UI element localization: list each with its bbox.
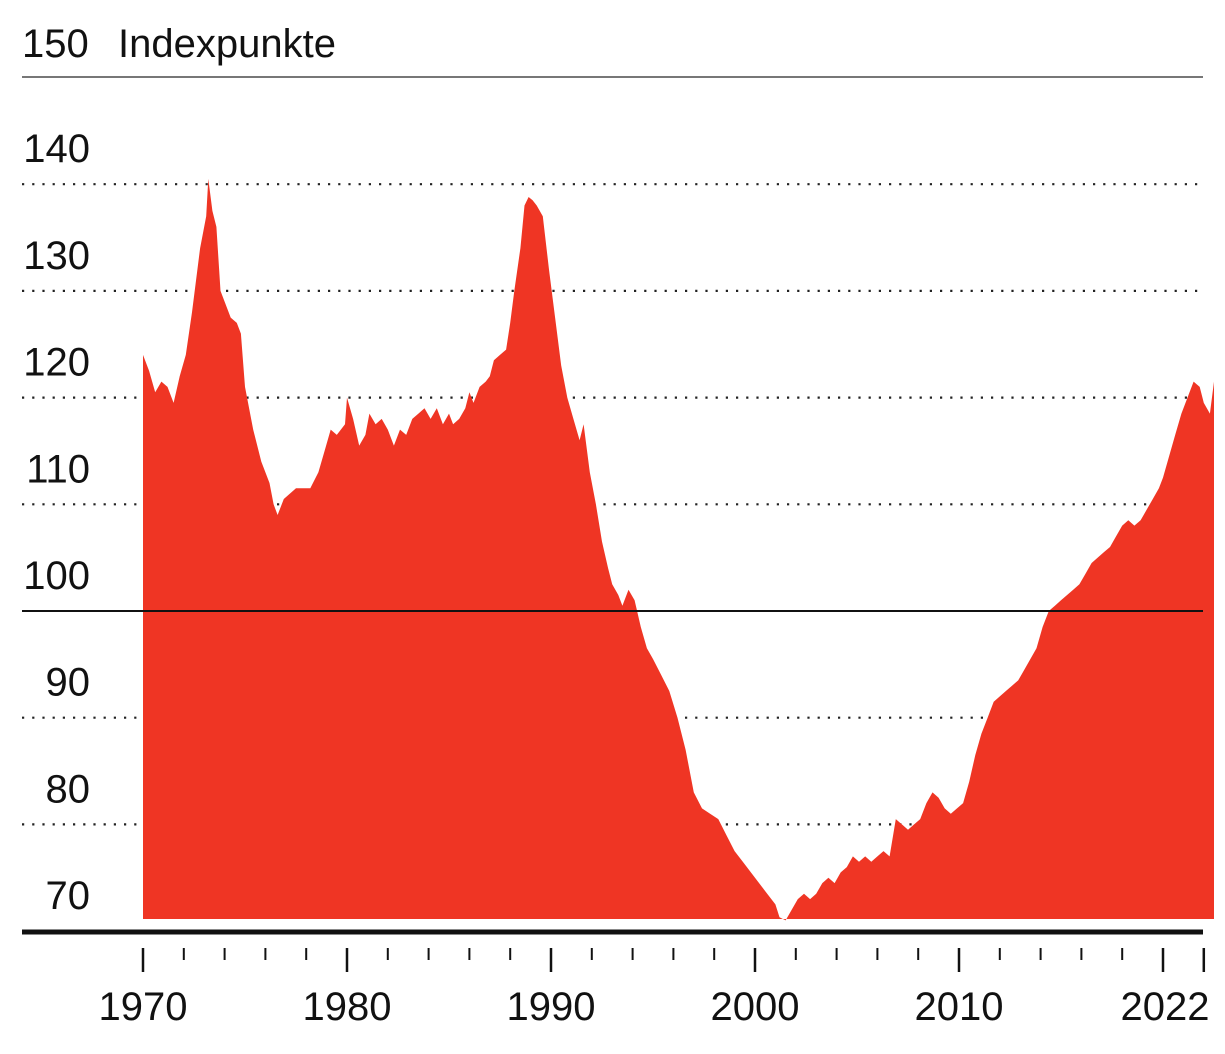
x-tick-label-2022: 2022 bbox=[1121, 985, 1210, 1029]
y-tick-label-130: 130 bbox=[23, 234, 90, 278]
y-axis-labels: 140 130 120 110 100 90 80 70 bbox=[23, 127, 90, 918]
x-axis-ticks bbox=[141, 948, 1206, 972]
x-tick-label-1990: 1990 bbox=[507, 985, 596, 1029]
x-axis-labels: 1970 1980 1990 2000 2010 2022 bbox=[99, 985, 1210, 1029]
header-unit-label: Indexpunkte bbox=[118, 22, 336, 66]
y-tick-label-80: 80 bbox=[46, 767, 91, 811]
x-tick-label-1970: 1970 bbox=[99, 985, 188, 1029]
header-top-value: 150 bbox=[22, 22, 89, 66]
y-tick-label-90: 90 bbox=[46, 661, 91, 705]
y-tick-label-120: 120 bbox=[23, 341, 90, 385]
y-tick-label-110: 110 bbox=[26, 447, 90, 491]
area-series bbox=[143, 178, 1214, 921]
y-tick-label-100: 100 bbox=[23, 554, 90, 598]
y-tick-label-70: 70 bbox=[46, 874, 91, 918]
y-tick-label-140: 140 bbox=[23, 127, 90, 171]
x-tick-label-2000: 2000 bbox=[711, 985, 800, 1029]
x-tick-label-1980: 1980 bbox=[303, 985, 392, 1029]
x-tick-label-2010: 2010 bbox=[915, 985, 1004, 1029]
